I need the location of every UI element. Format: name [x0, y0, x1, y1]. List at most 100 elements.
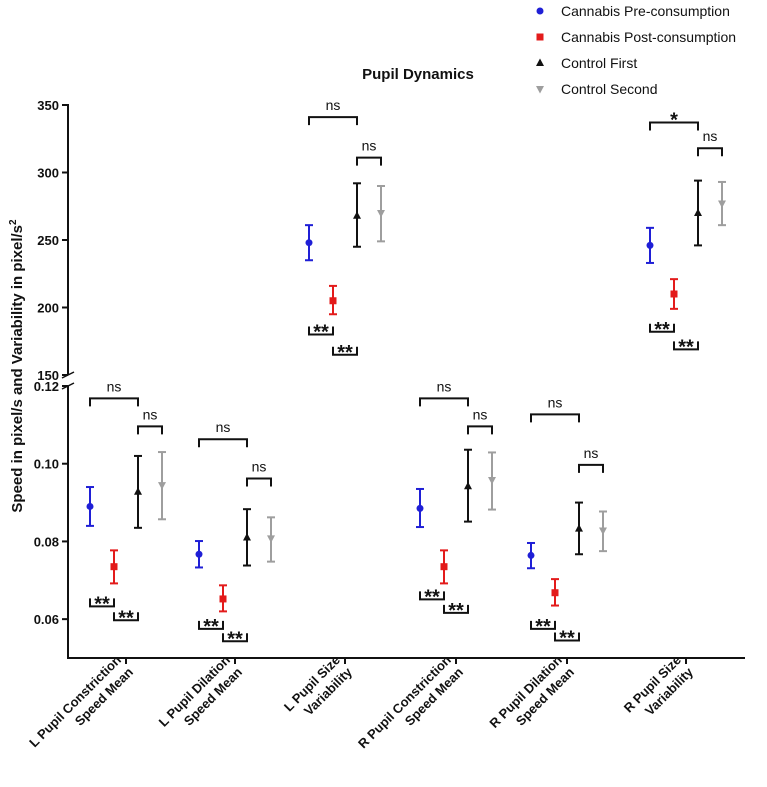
axes: 150 200 250 300 350 0.06 0.08 0.10 0.12 L Pupil C… [26, 98, 745, 751]
significance-label: ** [535, 616, 551, 638]
series [110, 278, 678, 613]
legend-item: Control Second [536, 81, 658, 97]
data-point [305, 239, 313, 247]
legend-item: Control First [536, 55, 637, 71]
data-point [646, 241, 654, 249]
data-point [536, 33, 544, 41]
y-tick-label: 350 [37, 98, 59, 113]
significance-label: ** [227, 628, 243, 650]
significance-label: ** [94, 593, 110, 615]
significance-bracket [467, 425, 493, 435]
legend-item: Cannabis Post-consumption [536, 29, 736, 45]
data-point [110, 563, 118, 571]
significance-bracket [697, 147, 723, 157]
significance-label: ns [584, 445, 599, 461]
significance-bracket [113, 612, 139, 622]
significance-label: ** [654, 319, 670, 341]
data-point [377, 210, 385, 218]
significance-label: ns [252, 458, 267, 474]
data-point [670, 290, 678, 298]
significance-bracket [198, 438, 248, 448]
data-point [488, 477, 496, 485]
significance-label: ns [362, 138, 377, 154]
data-point [267, 535, 275, 543]
legend: Cannabis Pre-consumption Cannabis Post-co… [536, 3, 736, 97]
significance-bracket [308, 116, 358, 126]
y-tick-label: 150 [37, 368, 59, 383]
significance-bracket [530, 620, 556, 630]
significance-label: ** [203, 616, 219, 638]
significance-label: ns [107, 378, 122, 394]
y-tick-label: 0.08 [34, 534, 59, 549]
significance-label: ns [216, 419, 231, 435]
legend-label: Cannabis Pre-consumption [561, 3, 730, 19]
significance-bracket [649, 323, 675, 333]
y-tick-label: 200 [37, 301, 59, 316]
series [86, 224, 654, 570]
significance-label: ns [143, 406, 158, 422]
significance-label: ** [559, 628, 575, 650]
series [158, 180, 726, 563]
y-tick-label: 300 [37, 166, 59, 181]
data-point [219, 595, 227, 603]
data-point [551, 589, 559, 597]
legend-label: Cannabis Post-consumption [561, 29, 736, 45]
data-point [536, 7, 544, 15]
data-point [195, 550, 203, 558]
significance-brackets: nsns****nsns****nsns****nsns****nsns****… [89, 97, 723, 650]
significance-bracket [419, 591, 445, 601]
data-point [536, 86, 544, 94]
series [134, 179, 702, 567]
significance-label: ** [313, 322, 329, 344]
data-point [536, 58, 544, 66]
significance-label: ** [337, 342, 353, 364]
legend-item: Cannabis Pre-consumption [536, 3, 730, 19]
significance-bracket [222, 633, 248, 643]
y-tick-label: 0.12 [34, 379, 59, 394]
significance-bracket [419, 397, 469, 407]
significance-bracket [332, 346, 358, 356]
data-point [694, 208, 702, 216]
data-point [718, 200, 726, 209]
legend-label: Control Second [561, 81, 658, 97]
significance-bracket [356, 156, 382, 166]
significance-label: ns [548, 394, 563, 410]
legend-label: Control First [561, 55, 637, 71]
significance-bracket [673, 341, 699, 351]
significance-label: ** [118, 607, 134, 629]
data-point [86, 502, 94, 510]
significance-bracket [308, 326, 334, 336]
chart-title: Pupil Dynamics [362, 66, 474, 83]
significance-bracket [443, 604, 469, 614]
significance-label: * [670, 110, 678, 132]
significance-bracket [554, 632, 580, 642]
significance-label: ** [448, 600, 464, 622]
data-point [329, 297, 337, 305]
data-point [440, 563, 448, 571]
data-point [353, 211, 361, 219]
data-point [134, 487, 142, 495]
significance-bracket [89, 598, 115, 608]
y-tick-label: 250 [37, 233, 59, 248]
significance-label: ns [703, 128, 718, 144]
data-point [575, 524, 583, 532]
data-point [243, 533, 251, 541]
significance-label: ** [678, 336, 694, 358]
y-tick-label: 0.06 [34, 612, 59, 627]
significance-label: ns [437, 378, 452, 394]
significance-bracket [246, 477, 272, 487]
plot-area [86, 179, 726, 613]
y-tick-label: 0.10 [34, 457, 59, 472]
data-point [527, 551, 535, 559]
significance-bracket [89, 397, 139, 407]
significance-label: ** [424, 586, 440, 608]
y-axis-label: Speed in pixel/s and Variability in pixe… [8, 219, 26, 513]
significance-bracket [649, 121, 699, 131]
significance-bracket [137, 425, 163, 435]
data-point [158, 482, 166, 490]
